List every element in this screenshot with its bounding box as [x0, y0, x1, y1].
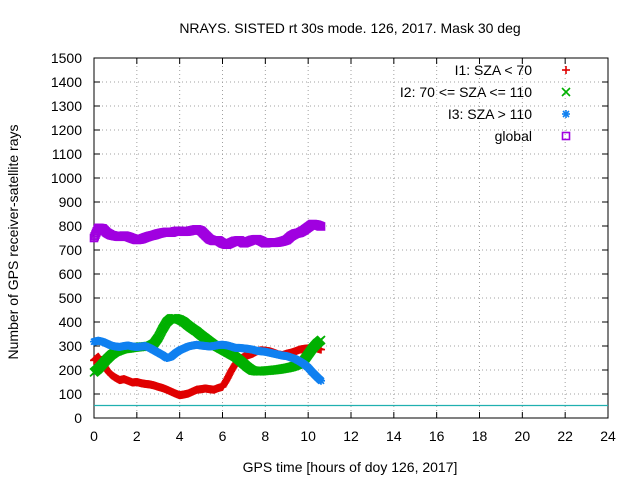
data-point — [316, 335, 326, 345]
cross-stroke — [561, 87, 571, 97]
legend-entry: I2: 70 <= SZA <= 110 — [400, 84, 571, 100]
x-axis-label: GPS time [hours of doy 126, 2017] — [243, 459, 458, 475]
y-tick-label: 1200 — [51, 122, 82, 138]
y-tick-label: 1400 — [51, 74, 82, 90]
square-stroke — [561, 131, 571, 141]
y-tick-label: 1100 — [52, 146, 82, 162]
y-axis-label: Number of GPS receiver-satellite rays — [5, 125, 21, 360]
y-tick-label: 300 — [59, 338, 83, 354]
cross-stroke — [316, 335, 326, 345]
x-tick-label: 22 — [557, 428, 573, 444]
star-stroke — [562, 110, 570, 118]
y-tick-label: 800 — [59, 218, 83, 234]
y-tick-label: 0 — [74, 410, 82, 426]
legend-label: I1: SZA < 70 — [455, 62, 533, 78]
y-tick-label: 1300 — [51, 98, 82, 114]
y-tick-label: 900 — [59, 194, 83, 210]
legend-entry: I3: SZA > 110 — [448, 106, 570, 122]
y-tick-label: 700 — [59, 242, 83, 258]
x-tick-label: 14 — [386, 428, 402, 444]
square-stroke — [316, 222, 326, 231]
legend-marker — [562, 110, 570, 118]
y-tick-label: 600 — [59, 266, 83, 282]
x-tick-label: 10 — [300, 428, 316, 444]
x-tick-label: 4 — [176, 428, 184, 444]
series-2 — [90, 336, 326, 385]
star-stroke — [317, 377, 325, 385]
x-tick-label: 20 — [515, 428, 531, 444]
grid — [94, 58, 608, 418]
series-3 — [89, 219, 326, 250]
legend-label: I2: 70 <= SZA <= 110 — [400, 84, 532, 100]
x-tick-label: 0 — [90, 428, 98, 444]
data-point — [316, 222, 326, 231]
legend-marker — [562, 66, 570, 74]
y-tick-label: 200 — [59, 362, 83, 378]
y-tick-label: 1000 — [51, 170, 82, 186]
x-tick-label: 16 — [429, 428, 445, 444]
plot-area — [89, 219, 608, 407]
legend-marker — [561, 87, 571, 97]
x-tick-label: 24 — [600, 428, 616, 444]
legend-entry: global — [495, 128, 571, 144]
chart-title: NRAYS. SISTED rt 30s mode. 126, 2017. Ma… — [179, 20, 520, 36]
legend-marker — [561, 131, 571, 141]
y-tick-label: 400 — [59, 314, 83, 330]
legend: I1: SZA < 70 I2: 70 <= SZA <= 110 I3: SZA … — [400, 62, 571, 144]
legend-entry: I1: SZA < 70 — [455, 62, 570, 78]
x-tick-label: 12 — [343, 428, 359, 444]
y-tick-label: 500 — [59, 290, 83, 306]
data-point — [317, 376, 326, 385]
legend-label: I3: SZA > 110 — [448, 106, 532, 122]
y-tick-label: 100 — [59, 386, 83, 402]
x-tick-label: 8 — [261, 428, 269, 444]
x-tick-label: 18 — [472, 428, 488, 444]
y-tick-label: 1500 — [51, 50, 82, 66]
legend-label: global — [495, 128, 532, 144]
x-tick-label: 6 — [219, 428, 227, 444]
x-tick-label: 2 — [133, 428, 141, 444]
tick-labels: 0 2 4 6 8 10 12 14 16 18 20 22 240100200300400500600… — [51, 50, 616, 444]
